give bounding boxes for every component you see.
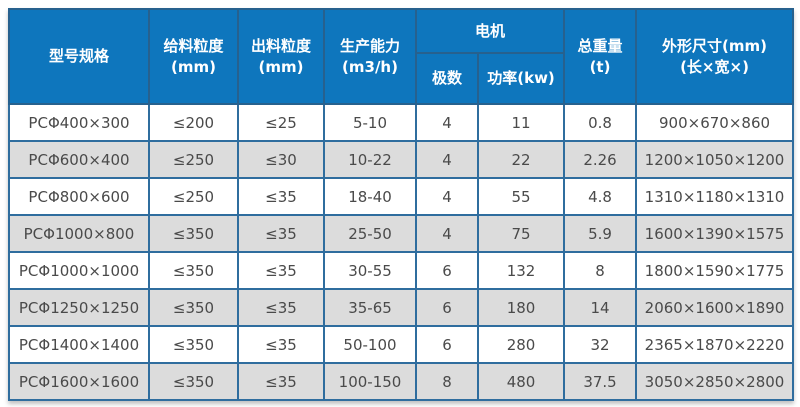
table-cell: 35-65 [323,288,417,327]
table-cell: 37.5 [563,362,638,401]
table-cell: PCΦ600×400 [8,140,150,179]
table-cell: 132 [476,251,566,290]
table-cell: ≤35 [237,251,325,290]
table-cell: 4.8 [563,177,638,216]
table-cell: 3050×2850×2800 [635,362,795,401]
table-cell: 2365×1870×2220 [635,325,795,364]
table-cell: PCΦ1600×1600 [8,362,150,401]
table-row: PCΦ1600×1600 ≤350 ≤35 100-150 8 480 37.5 3050×2… [8,362,795,401]
header-dimensions: 外形尺寸(mm) (长×宽×) [635,8,795,105]
table-cell: 4 [415,140,479,179]
table-cell: 4 [415,214,479,253]
table-row: PCΦ1000×1000 ≤350 ≤35 30-55 6 132 8 1800×1590×1… [8,251,795,290]
table-cell: ≤35 [237,288,325,327]
table-cell: 180 [476,288,566,327]
table-cell: 25-50 [323,214,417,253]
table-row: PCΦ600×400 ≤250 ≤30 10-22 4 22 2.26 1200×1050×1… [8,140,795,179]
table-body: PCΦ400×300 ≤200 ≤25 5-10 4 11 0.8 900×670×860 PC… [8,103,795,401]
table-row: PCΦ1400×1400 ≤350 ≤35 50-100 6 280 32 2365×1870… [8,325,795,364]
header-discharge-size: 出料粒度 (mm) [237,8,325,105]
table-cell: ≤35 [237,214,325,253]
table-cell: 100-150 [323,362,417,401]
table-cell: 1800×1590×1775 [635,251,795,290]
table-cell: 10-22 [323,140,417,179]
table-cell: ≤350 [148,288,239,327]
table-cell: 8 [563,251,638,290]
header-motor-power: 功率(kw) [476,52,566,105]
header-total-weight: 总重量 (t) [563,8,638,105]
table-row: PCΦ1000×800 ≤350 ≤35 25-50 4 75 5.9 1600×1390×1… [8,214,795,253]
table-cell: PCΦ1000×800 [8,214,150,253]
table-cell: ≤200 [148,103,239,142]
table-cell: 55 [476,177,566,216]
spec-table: 型号规格 给料粒度 (mm) 出料粒度 (mm) 生产能力 (m3/h) 电机 … [8,8,795,401]
table-cell: 4 [415,103,479,142]
header-capacity: 生产能力 (m3/h) [323,8,417,105]
table-cell: 900×670×860 [635,103,795,142]
table-row: PCΦ1250×1250 ≤350 ≤35 35-65 6 180 14 2060×1600×… [8,288,795,327]
table-cell: 50-100 [323,325,417,364]
table-cell: 1200×1050×1200 [635,140,795,179]
header-motor-group: 电机 [414,8,566,54]
table-cell: 1310×1180×1310 [635,177,795,216]
table-cell: PCΦ400×300 [8,103,150,142]
table-cell: PCΦ1400×1400 [8,325,150,364]
table-cell: PCΦ1250×1250 [8,288,150,327]
table-cell: ≤35 [237,177,325,216]
table-cell: ≤30 [237,140,325,179]
table-cell: 5.9 [563,214,638,253]
table-cell: 1600×1390×1575 [635,214,795,253]
table-cell: ≤35 [237,362,325,401]
header-motor-poles: 极数 [415,52,479,105]
table-cell: 480 [476,362,566,401]
table-cell: ≤350 [148,325,239,364]
table-cell: ≤250 [148,140,239,179]
table-cell: ≤350 [148,362,239,401]
table-cell: 14 [563,288,638,327]
table-cell: 30-55 [323,251,417,290]
table-cell: ≤25 [237,103,325,142]
table-cell: PCΦ1000×1000 [8,251,150,290]
table-cell: 22 [476,140,566,179]
table-cell: ≤35 [237,325,325,364]
table-cell: 6 [415,251,479,290]
header-model: 型号规格 [8,8,150,105]
header-feed-size: 给料粒度 (mm) [148,8,239,105]
table-cell: 6 [415,288,479,327]
table-row: PCΦ800×600 ≤250 ≤35 18-40 4 55 4.8 1310×1180×13… [8,177,795,216]
table-cell: ≤350 [148,214,239,253]
table-cell: 2.26 [563,140,638,179]
table-cell: 6 [415,325,479,364]
table-cell: 32 [563,325,638,364]
table-cell: 2060×1600×1890 [635,288,795,327]
table-cell: 11 [476,103,566,142]
table-cell: 18-40 [323,177,417,216]
table-header: 型号规格 给料粒度 (mm) 出料粒度 (mm) 生产能力 (m3/h) 电机 … [8,8,795,105]
table-cell: 75 [476,214,566,253]
table-cell: 8 [415,362,479,401]
table-cell: PCΦ800×600 [8,177,150,216]
table-cell: ≤350 [148,251,239,290]
table-cell: ≤250 [148,177,239,216]
table-cell: 5-10 [323,103,417,142]
table-cell: 0.8 [563,103,638,142]
table-cell: 4 [415,177,479,216]
table-row: PCΦ400×300 ≤200 ≤25 5-10 4 11 0.8 900×670×860 [8,103,795,142]
table-cell: 280 [476,325,566,364]
